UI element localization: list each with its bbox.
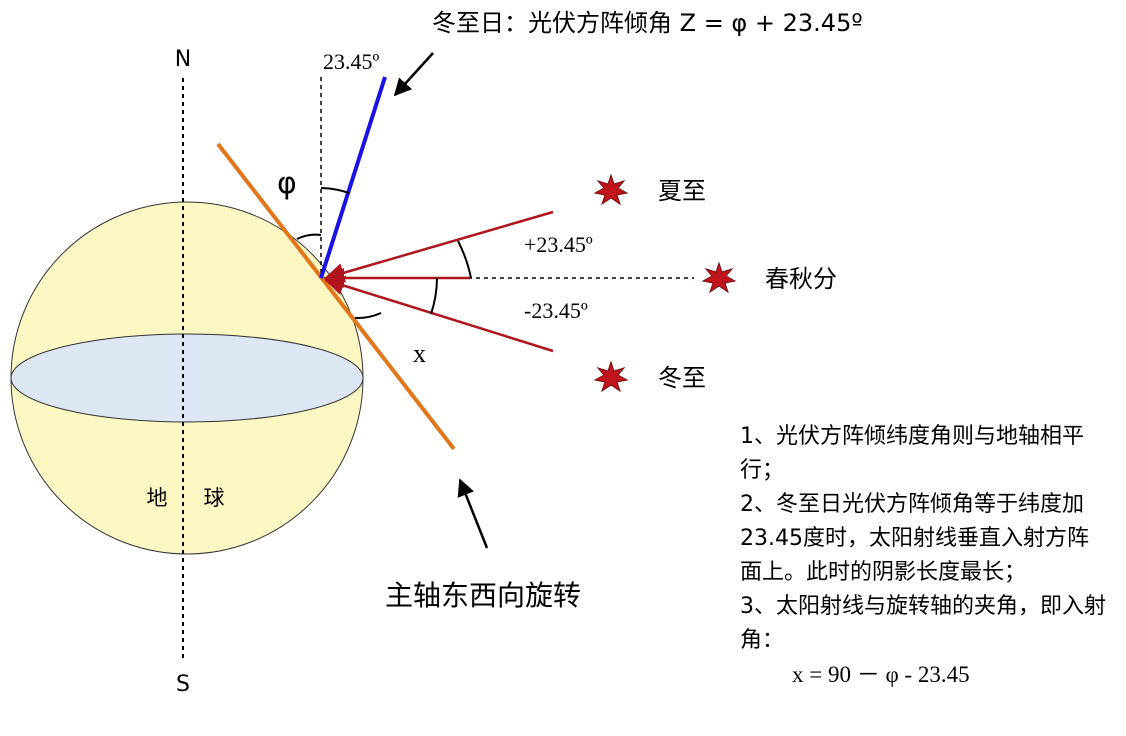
note-3: 3、太阳射线与旋转轴的夹角，即入射角： bbox=[740, 594, 1106, 653]
equinox-sun-icon bbox=[701, 261, 737, 294]
winter-sun-icon bbox=[593, 360, 629, 393]
incidence-formula: x = 90 － φ - 23.45 bbox=[792, 662, 970, 687]
phi-arc bbox=[296, 233, 322, 240]
earth-label-qiu: 球 bbox=[204, 486, 225, 510]
panel-tilt-line bbox=[319, 76, 387, 279]
tilt-angle-label: 23.45º bbox=[323, 49, 380, 74]
equinox-label: 春秋分 bbox=[765, 265, 837, 293]
rotation-pointer-arrow bbox=[457, 478, 489, 549]
rotation-axis-line bbox=[216, 142, 456, 451]
plus-angle-label: +23.45º bbox=[524, 232, 593, 257]
plus-angle-arc bbox=[457, 240, 472, 279]
minus-angle-arc bbox=[430, 277, 438, 315]
note-2: 2、冬至日光伏方阵倾角等于纬度加23.45度时，太阳射线垂直入射方阵面上。此时的… bbox=[740, 492, 1089, 585]
winter-ray bbox=[324, 275, 554, 353]
title-pointer-arrow bbox=[393, 52, 434, 97]
explanation-notes: 1、光伏方阵倾纬度角则与地轴相平行； 2、冬至日光伏方阵倾角等于纬度加23.45… bbox=[740, 420, 1110, 692]
winter-solstice-label: 冬至 bbox=[658, 364, 706, 392]
note-1: 1、光伏方阵倾纬度角则与地轴相平行； bbox=[740, 424, 1084, 483]
north-label: N bbox=[175, 47, 191, 72]
minus-angle-label: -23.45º bbox=[524, 298, 588, 323]
equator-plane bbox=[10, 333, 364, 423]
earth-label-di: 地 bbox=[147, 486, 168, 510]
tilt-arc bbox=[320, 187, 350, 194]
phi-label: φ bbox=[277, 166, 297, 201]
title-formula: 冬至日：光伏方阵倾角 Z = φ + 23.45º bbox=[432, 9, 863, 37]
summer-solstice-label: 夏至 bbox=[658, 177, 706, 205]
x-angle-label: x bbox=[413, 339, 426, 368]
summer-ray bbox=[324, 210, 554, 283]
summer-sun-icon bbox=[593, 173, 629, 206]
x-angle-arc bbox=[354, 312, 382, 320]
south-label: S bbox=[176, 672, 190, 697]
rotation-caption: 主轴东西向旋转 bbox=[385, 579, 581, 612]
